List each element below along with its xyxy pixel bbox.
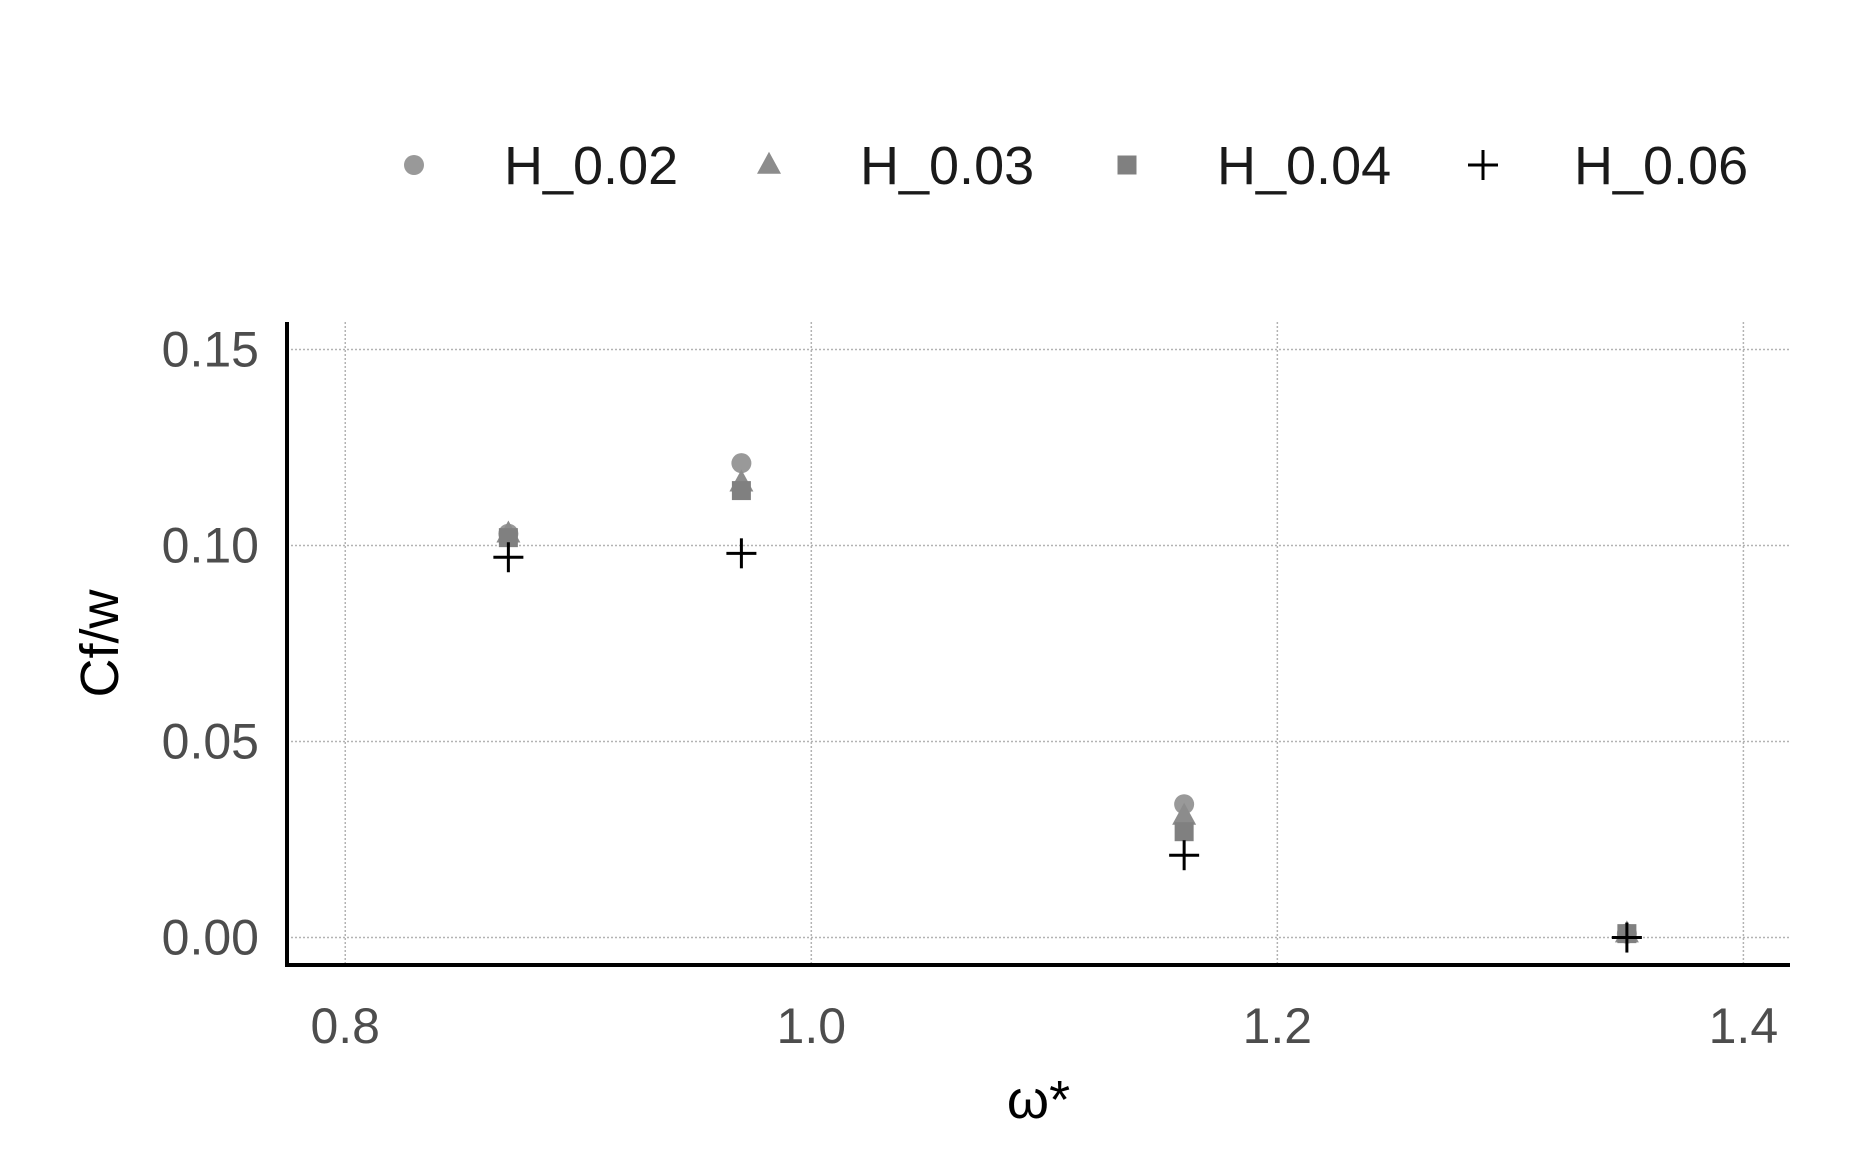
y-axis-title: Cf/w [70, 588, 130, 697]
legend-label: H_0.03 [860, 136, 1034, 196]
data-point-square [498, 528, 518, 548]
legend-item: H_0.06 [1468, 136, 1748, 196]
tick-labels: 0.8 1.0 1.2 1.4 0.00 0.05 0.10 0.15 [162, 321, 1778, 1054]
legend-marker-square [1117, 155, 1137, 175]
y-tick-label: 0.00 [162, 910, 259, 966]
x-tick-label: 1.0 [777, 998, 847, 1054]
x-tick-label: 0.8 [310, 998, 380, 1054]
legend-label: H_0.02 [504, 136, 678, 196]
legend: H_0.02 H_0.03 H_0.04 H_0.06 [404, 136, 1748, 196]
grid [287, 322, 1790, 965]
y-tick-label: 0.05 [162, 714, 259, 770]
y-tick-label: 0.15 [162, 321, 259, 377]
data-point-circle [731, 453, 752, 474]
data-point-plus [1169, 840, 1200, 871]
legend-marker-circle [404, 155, 424, 175]
data-points [493, 453, 1642, 953]
data-point-square [1174, 822, 1194, 842]
legend-item: H_0.03 [757, 136, 1034, 196]
legend-marker-triangle [757, 151, 781, 174]
y-tick-label: 0.10 [162, 517, 259, 573]
data-point-plus [726, 538, 757, 569]
data-point-triangle [1172, 802, 1197, 825]
legend-label: H_0.06 [1574, 136, 1748, 196]
data-point-plus [1611, 922, 1642, 953]
legend-item: H_0.02 [404, 136, 678, 196]
data-point-square [731, 481, 751, 501]
x-axis-title: ω* [1007, 1070, 1070, 1130]
x-tick-label: 1.2 [1243, 998, 1313, 1054]
x-tick-label: 1.4 [1709, 998, 1779, 1054]
data-point-plus [493, 542, 524, 573]
axes [285, 322, 1790, 967]
legend-item: H_0.04 [1117, 136, 1391, 196]
legend-label: H_0.04 [1217, 136, 1391, 196]
legend-marker-plus [1468, 150, 1498, 180]
